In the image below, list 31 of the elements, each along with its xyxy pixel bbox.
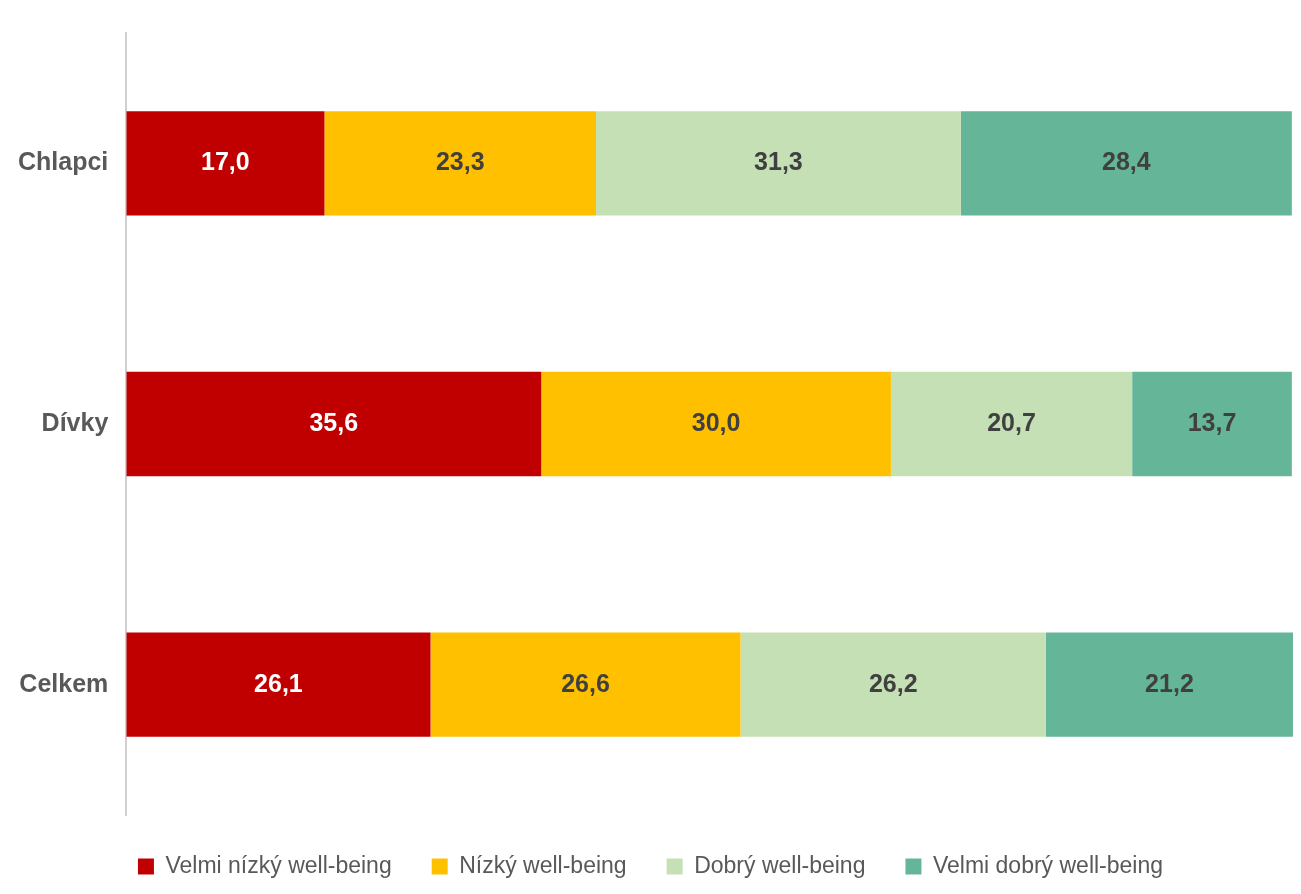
legend-label: Dobrý well-being (694, 851, 866, 878)
bar (126, 632, 431, 737)
legend-label: Velmi nízký well-being (165, 851, 392, 878)
data-label: 26,6 (561, 668, 610, 697)
data-label: 21,2 (1145, 668, 1194, 697)
data-label: 35,6 (309, 407, 359, 436)
legend-label: Velmi dobrý well-being (932, 851, 1164, 878)
data-label: 26,2 (868, 668, 918, 697)
bar (541, 371, 891, 477)
data-label: 13,7 (1187, 407, 1237, 436)
bar (890, 371, 1133, 477)
bar (126, 371, 542, 477)
y-tick-label: Chlapci (18, 147, 109, 176)
data-label: 17,0 (201, 147, 250, 176)
data-label: 20,7 (987, 407, 1036, 436)
bar (430, 632, 741, 737)
bar (740, 632, 1046, 737)
y-tick-label: Celkem (19, 668, 109, 697)
legend-label: Nízký well-being (459, 851, 627, 878)
bar (1132, 371, 1292, 477)
bar (324, 111, 597, 216)
data-label: 23,3 (435, 147, 485, 176)
bar (596, 111, 961, 216)
data-label: 26,1 (254, 668, 303, 697)
data-label: 31,3 (754, 147, 803, 176)
bar (1045, 632, 1293, 737)
data-label: 28,4 (1101, 147, 1151, 176)
y-tick-label: Dívky (41, 407, 109, 436)
bar (960, 111, 1292, 216)
data-label: 30,0 (691, 407, 741, 436)
bar (126, 111, 325, 216)
